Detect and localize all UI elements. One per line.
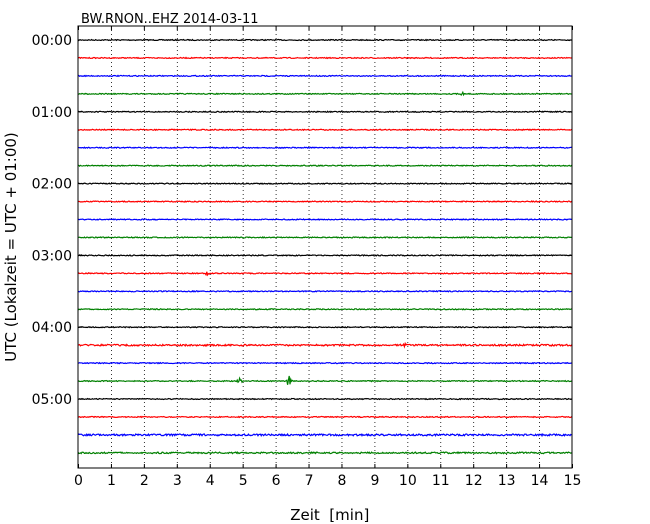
x-tick-label: 1 [107, 473, 116, 489]
x-tick-label: 3 [173, 473, 182, 489]
x-tick-label: 5 [239, 473, 248, 489]
trace-0445 [77, 375, 572, 385]
x-tick-label: 6 [272, 473, 281, 489]
trace-0200 [77, 182, 572, 185]
x-tick-label: 15 [564, 473, 582, 489]
trace-0130 [77, 146, 572, 150]
trace-layer [77, 38, 573, 455]
chart-title: BW.RNON..EHZ 2014-03-11 [81, 12, 259, 27]
trace-0230 [77, 218, 572, 221]
trace-0100 [77, 110, 572, 114]
x-tick-label: 14 [531, 473, 549, 489]
trace-0315 [77, 271, 572, 277]
trace-0345 [77, 307, 572, 311]
y-axis-label: UTC (Lokalzeit = UTC + 01:00) [2, 132, 20, 362]
y-tick-label: 01:00 [32, 105, 72, 121]
x-tick-label: 11 [432, 473, 450, 489]
y-tick-label: 02:00 [32, 177, 72, 193]
x-tick-label: 12 [465, 473, 483, 489]
trace-0400 [77, 325, 572, 329]
trace-0515 [77, 415, 573, 419]
plot-frame [77, 25, 573, 469]
trace-0115 [77, 128, 572, 132]
trace-0215 [77, 200, 573, 203]
x-tick-label: 9 [370, 473, 379, 489]
trace-0330 [77, 289, 572, 293]
x-axis-label: Zeit [min] [290, 506, 370, 524]
trace-0545 [77, 451, 572, 455]
y-tick-label: 04:00 [32, 320, 72, 336]
grid-layer [111, 26, 540, 468]
trace-0245 [78, 236, 572, 239]
x-tick-label: 10 [399, 473, 417, 489]
trace-0430 [77, 361, 572, 365]
x-tick-label: 4 [206, 473, 215, 489]
trace-0000 [77, 38, 572, 42]
y-tick-label: 00:00 [32, 33, 72, 49]
tick-layer: 0 1 2 3 4 5 6 7 8 9 10 11 12 13 14 1500:0001:0002:0003:… [32, 26, 582, 489]
trace-0145 [77, 164, 573, 168]
trace-0300 [77, 254, 572, 257]
x-tick-label: 8 [338, 473, 347, 489]
x-tick-label: 0 [74, 473, 83, 489]
trace-0415 [77, 341, 573, 349]
x-tick-label: 7 [305, 473, 314, 489]
y-tick-label: 05:00 [32, 392, 72, 408]
trace-0015 [77, 56, 572, 60]
trace-0500 [77, 397, 572, 401]
x-tick-label: 13 [498, 473, 516, 489]
trace-0530 [77, 432, 572, 438]
x-tick-label: 2 [140, 473, 149, 489]
y-tick-label: 03:00 [32, 248, 72, 264]
trace-0045 [77, 90, 572, 97]
trace-0030 [77, 74, 572, 78]
